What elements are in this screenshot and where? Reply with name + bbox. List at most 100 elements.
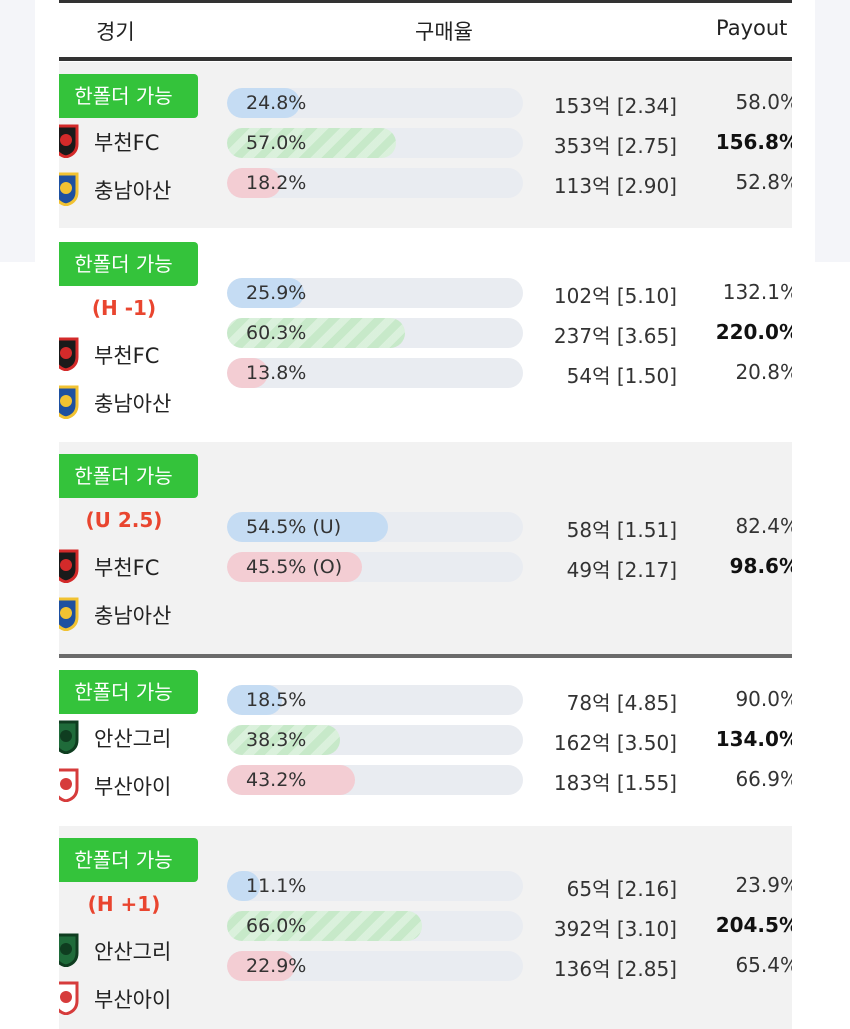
rate-bar-track: 25.9% xyxy=(227,278,523,308)
amount: 58억 [1.51] xyxy=(566,517,677,542)
rate-bar xyxy=(227,551,362,582)
rate-bar-track: 66.0% xyxy=(227,910,523,941)
rate-bar xyxy=(227,765,355,795)
header-game: 경기 xyxy=(96,20,135,44)
rate-label: 25.9% xyxy=(246,282,307,304)
amount: 353억 [2.75] xyxy=(553,134,677,158)
team-logo xyxy=(59,981,79,1015)
team-name: 부천FC xyxy=(94,556,160,580)
team-logo xyxy=(59,337,79,371)
rate-bar-track: 38.3% xyxy=(227,725,523,755)
rate-label: 45.5% (O) xyxy=(246,555,343,578)
rate-bar-track: 18.2% xyxy=(227,168,523,198)
rate-bar xyxy=(227,950,295,981)
handicap: (H +1) xyxy=(87,892,161,916)
team-logo xyxy=(59,933,79,967)
rate-bar-track: 43.2% xyxy=(227,765,523,795)
header-rate: 구매율 xyxy=(415,20,473,44)
team-name: 부산아이 xyxy=(94,775,172,799)
badge: 한폴더 가능 xyxy=(59,670,198,714)
payout: 220.0% xyxy=(715,320,792,344)
team-logo xyxy=(59,385,79,419)
team-logo xyxy=(59,768,79,802)
amount: 136억 [2.85] xyxy=(553,956,677,981)
amount: 78억 [4.85] xyxy=(566,691,677,715)
team-name: 안산그리 xyxy=(94,940,172,964)
rate-bar-track: 18.5% xyxy=(227,685,523,715)
team-logo xyxy=(59,124,79,158)
team-logo xyxy=(59,549,79,583)
rate-label: 43.2% xyxy=(246,769,307,791)
team-name: 부산아이 xyxy=(94,988,172,1012)
rate-bar xyxy=(227,168,281,198)
badge: 한폴더 가능 xyxy=(59,454,198,498)
amount: 153억 [2.34] xyxy=(553,94,677,118)
header-rule xyxy=(59,57,792,61)
team-name: 충남아산 xyxy=(94,604,172,628)
payout: 98.6% xyxy=(729,553,792,578)
table: 경기 구매율 Payout 한폴더 가능 부천FC 충남아산 24.8% 153억 [2… xyxy=(59,0,792,1029)
handicap: (U 2.5) xyxy=(85,508,163,532)
badge: 한폴더 가능 xyxy=(59,838,198,882)
header-payout: Payout xyxy=(716,16,788,40)
payout: 23.9% xyxy=(735,872,792,897)
rate-label: 60.3% xyxy=(246,322,307,344)
payout: 134.0% xyxy=(715,727,792,751)
amount: 392억 [3.10] xyxy=(553,916,677,941)
payout: 90.0% xyxy=(735,687,792,711)
amount: 237억 [3.65] xyxy=(553,324,677,348)
amount: 65억 [2.16] xyxy=(566,876,677,901)
badge: 한폴더 가능 xyxy=(59,242,198,286)
team-name: 부천FC xyxy=(94,131,160,155)
match-group: 한폴더 가능 (H -1) 부천FC 충남아산 25.9% 102억 [5.10] 132.… xyxy=(59,230,792,440)
amount: 113억 [2.90] xyxy=(553,174,677,198)
rate-label: 18.5% xyxy=(246,689,307,711)
amount: 102억 [5.10] xyxy=(553,284,677,308)
team-logo xyxy=(59,720,79,754)
rate-label: 13.8% xyxy=(246,362,307,384)
rate-bar xyxy=(227,870,260,901)
payout: 20.8% xyxy=(735,360,792,384)
amount: 183억 [1.55] xyxy=(553,771,677,795)
team-logo xyxy=(59,597,79,631)
rate-bar xyxy=(227,358,268,388)
payout: 132.1% xyxy=(722,280,792,304)
rate-label: 18.2% xyxy=(246,172,307,194)
amount: 49억 [2.17] xyxy=(566,557,677,582)
rate-label: 54.5% (U) xyxy=(246,515,342,538)
team-name: 충남아산 xyxy=(94,179,172,203)
rate-bar-track: 24.8% xyxy=(227,88,523,118)
top-rule xyxy=(59,0,792,3)
rate-label: 66.0% xyxy=(246,914,307,937)
team-name: 안산그리 xyxy=(94,727,172,751)
rate-bar-track: 13.8% xyxy=(227,358,523,388)
rate-label: 38.3% xyxy=(246,729,307,751)
rate-bar-track: 22.9% xyxy=(227,950,523,981)
handicap: (H -1) xyxy=(91,296,157,320)
rate-bar-track: 60.3% xyxy=(227,318,523,348)
rate-bar-track: 54.5% (U) xyxy=(227,511,523,542)
rate-bar xyxy=(227,88,301,118)
rate-bar xyxy=(227,128,396,158)
rate-bar xyxy=(227,318,406,348)
payout: 65.4% xyxy=(735,952,792,977)
amount: 54억 [1.50] xyxy=(566,364,677,388)
rate-bar xyxy=(227,725,341,755)
rate-bar xyxy=(227,685,282,715)
badge: 한폴더 가능 xyxy=(59,74,198,118)
match-group: 한폴더 가능 (U 2.5) 부천FC 충남아산 54.5% (U) 58억 [1.51]… xyxy=(59,442,792,655)
rate-bar xyxy=(227,278,304,308)
rate-bar-track: 11.1% xyxy=(227,870,523,901)
rate-label: 22.9% xyxy=(246,954,307,977)
payout: 58.0% xyxy=(735,90,792,114)
rate-bar-track: 45.5% (O) xyxy=(227,551,523,582)
rate-label: 24.8% xyxy=(246,92,307,114)
rate-bar xyxy=(227,910,423,941)
rate-label: 57.0% xyxy=(246,132,307,154)
team-logo xyxy=(59,172,79,206)
rate-label: 11.1% xyxy=(246,874,307,897)
rate-bar xyxy=(227,511,389,542)
